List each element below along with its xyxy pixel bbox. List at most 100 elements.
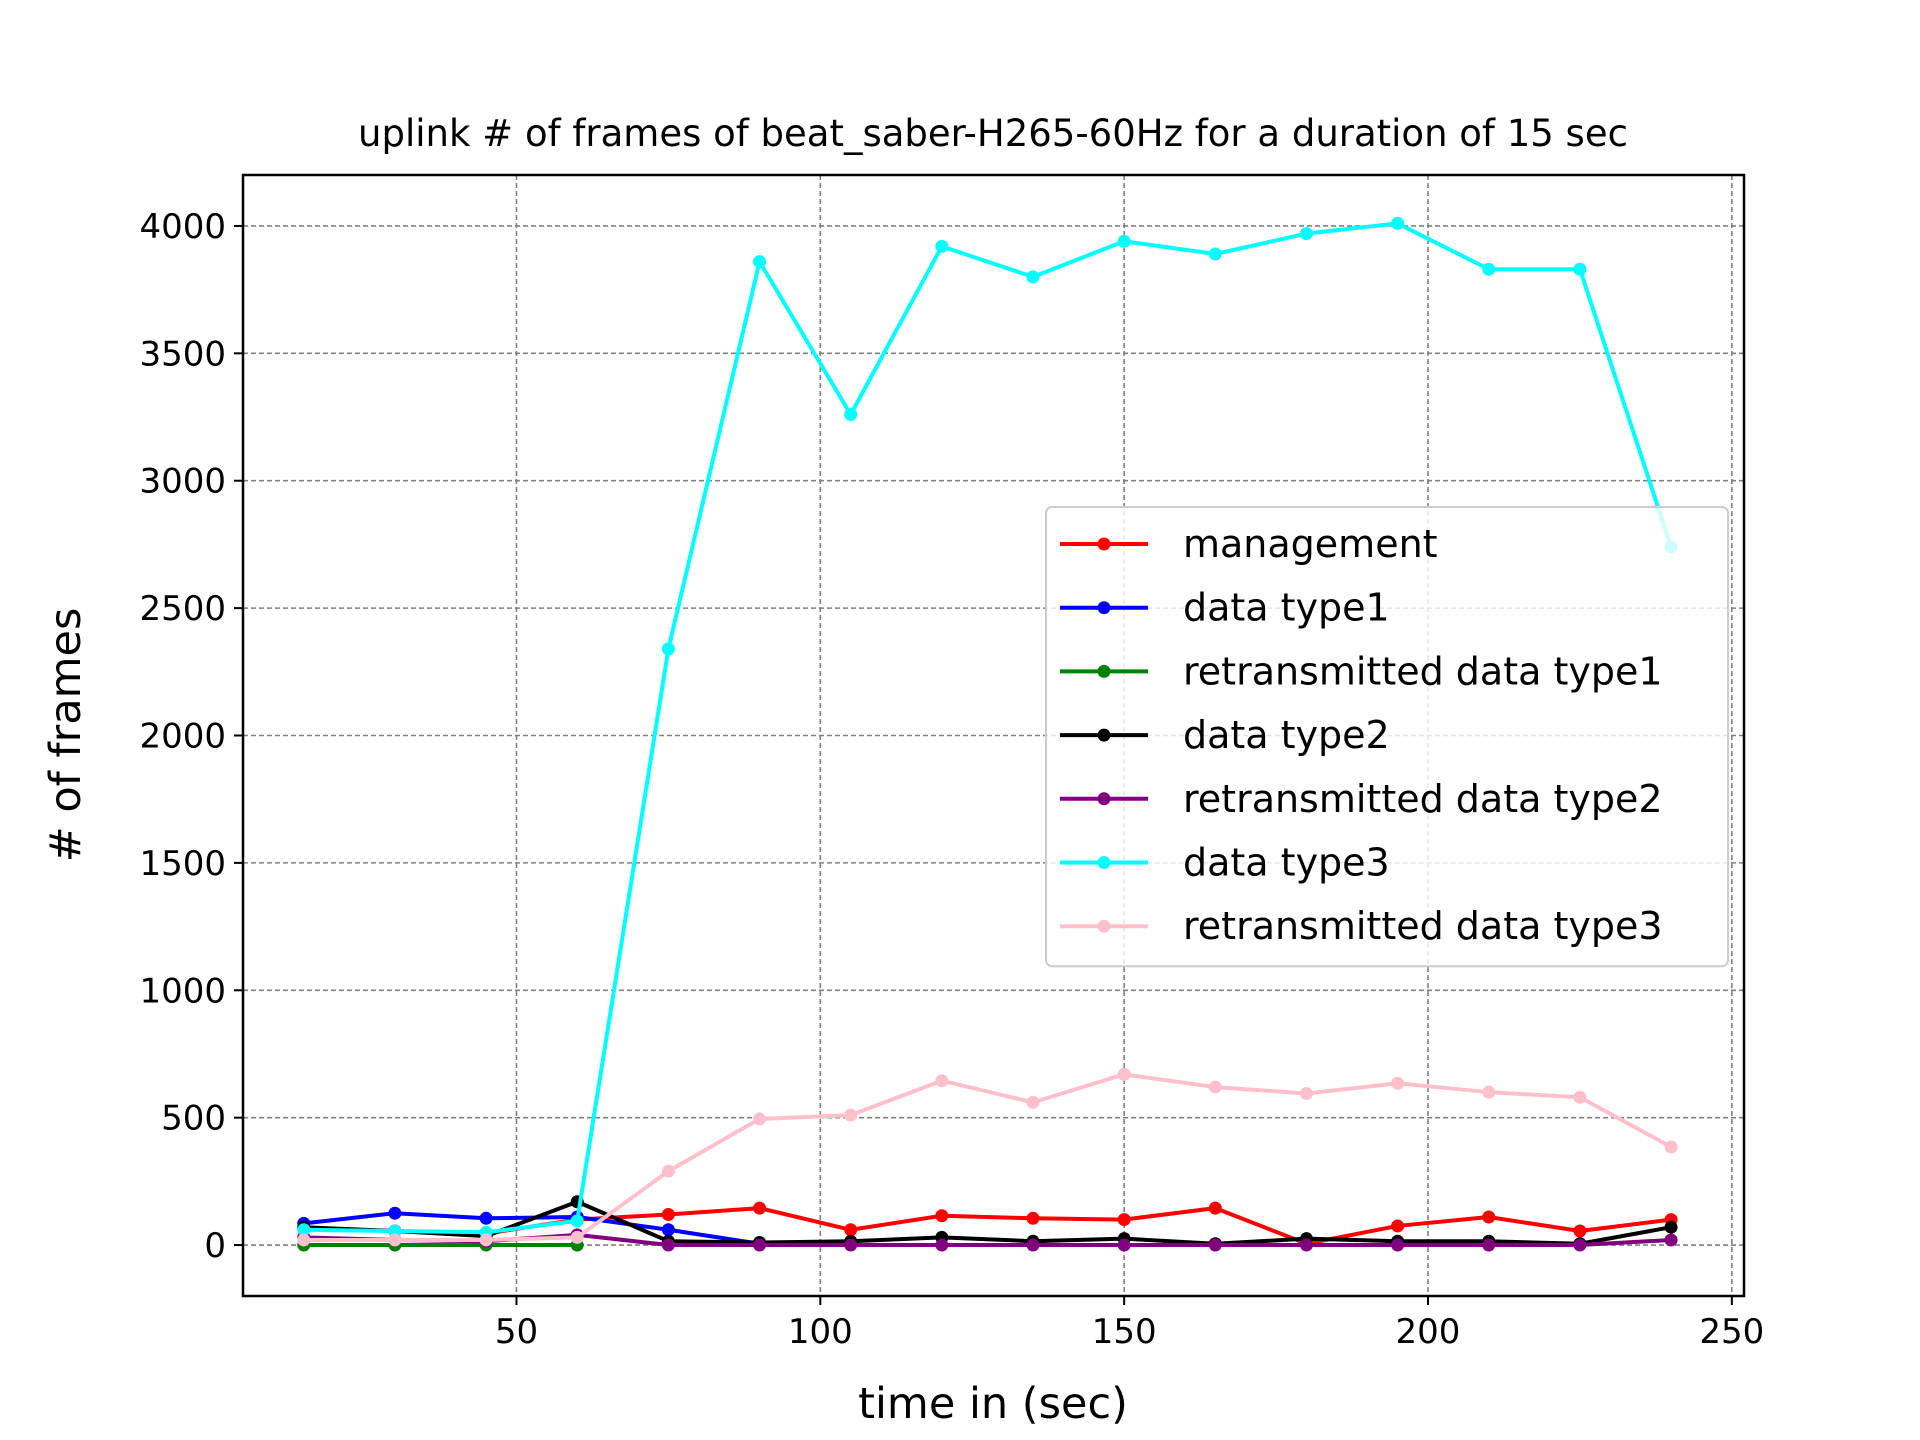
data-point — [753, 255, 767, 269]
legend: management data type1 retransmitted data t… — [1045, 506, 1729, 968]
data-point — [844, 1108, 858, 1122]
data-point — [1573, 1090, 1587, 1104]
x-tick-label: 200 — [1396, 1312, 1461, 1352]
legend-label: data type1 — [1183, 586, 1390, 630]
data-point — [1117, 234, 1131, 248]
data-point — [935, 1209, 949, 1223]
data-point — [1026, 1211, 1040, 1225]
data-point — [1573, 1224, 1587, 1238]
data-point — [1026, 1238, 1040, 1252]
legend-box — [1045, 506, 1729, 968]
data-point — [844, 1238, 858, 1252]
data-point — [1482, 1238, 1496, 1252]
legend-item: retransmitted data type3 — [1060, 904, 1663, 948]
data-point — [753, 1201, 767, 1215]
legend-items: management data type1 retransmitted data t… — [1060, 522, 1663, 948]
data-point — [844, 407, 858, 421]
y-tick-label: 500 — [161, 1099, 226, 1139]
data-point — [388, 1224, 402, 1238]
x-tick-label: 250 — [1699, 1312, 1764, 1352]
y-tick-label: 2000 — [139, 717, 226, 757]
data-point — [297, 1233, 311, 1247]
legend-swatch-marker — [1097, 728, 1111, 742]
data-point — [844, 1223, 858, 1237]
legend-swatch-marker — [1097, 919, 1111, 933]
y-axis-label: # of frames — [41, 608, 91, 863]
data-point — [1391, 1076, 1405, 1090]
y-tick-label: 0 — [204, 1226, 226, 1266]
data-point — [661, 642, 675, 656]
series-line — [303, 221, 1673, 1235]
data-point — [1208, 247, 1222, 261]
legend-swatch-marker — [1097, 664, 1111, 678]
y-tick-label: 3000 — [139, 462, 226, 502]
data-point — [388, 1233, 402, 1247]
data-point — [1117, 1238, 1131, 1252]
data-point — [661, 1164, 675, 1178]
data-point — [1482, 1085, 1496, 1099]
legend-label: retransmitted data type2 — [1183, 777, 1663, 821]
legend-label: data type2 — [1183, 713, 1390, 757]
data-point — [935, 1074, 949, 1088]
y-axis-ticks: 0 500 1000 1500 2000 2500 3000 3500 4000 — [139, 207, 243, 1266]
data-point — [1299, 1086, 1313, 1100]
data-point — [753, 1238, 767, 1252]
data-point — [1391, 1219, 1405, 1233]
legend-label: retransmitted data type3 — [1183, 904, 1663, 948]
data-point — [1208, 1238, 1222, 1252]
x-tick-label: 100 — [788, 1312, 853, 1352]
series-line — [303, 1199, 1672, 1246]
data-point — [661, 1238, 675, 1252]
data-point — [935, 239, 949, 253]
data-point — [1299, 227, 1313, 241]
legend-label: retransmitted data type1 — [1183, 649, 1663, 693]
legend-label: data type3 — [1183, 841, 1390, 885]
data-point — [1117, 1067, 1131, 1081]
data-point — [661, 1207, 675, 1221]
legend-item: data type3 — [1060, 841, 1390, 885]
data-point — [935, 1238, 949, 1252]
series-retransmitted-data-type3 — [297, 1067, 1678, 1247]
y-tick-label: 2500 — [139, 589, 226, 629]
data-point — [1026, 1095, 1040, 1109]
y-tick-label: 3500 — [139, 334, 226, 374]
data-point — [479, 1211, 493, 1225]
data-point — [1482, 1210, 1496, 1224]
data-point — [479, 1233, 493, 1247]
data-point — [1026, 270, 1040, 284]
data-point — [297, 1223, 311, 1237]
data-point — [1208, 1201, 1222, 1215]
data-point — [1208, 1080, 1222, 1094]
data-point — [1117, 1213, 1131, 1227]
data-point — [661, 1223, 675, 1237]
legend-item: retransmitted data type2 — [1060, 777, 1663, 821]
chart-title: uplink # of frames of beat_saber-H265-60… — [358, 112, 1628, 155]
data-point — [1664, 1233, 1678, 1247]
legend-item: management — [1060, 522, 1438, 566]
data-point — [1664, 1140, 1678, 1154]
y-tick-label: 4000 — [139, 207, 226, 247]
legend-item: retransmitted data type1 — [1060, 649, 1663, 693]
data-point — [570, 1230, 584, 1244]
x-tick-label: 50 — [495, 1312, 538, 1352]
series-layer — [297, 216, 1678, 1252]
y-tick-label: 1000 — [139, 971, 226, 1011]
data-point — [1573, 1238, 1587, 1252]
series-line — [303, 1072, 1673, 1242]
data-point — [753, 1112, 767, 1126]
legend-swatch-marker — [1097, 792, 1111, 806]
legend-item: data type1 — [1060, 586, 1390, 630]
data-point — [1391, 216, 1405, 230]
legend-item: data type2 — [1060, 713, 1390, 757]
legend-label: management — [1183, 522, 1438, 566]
data-point — [1482, 262, 1496, 276]
legend-swatch-marker — [1097, 601, 1111, 615]
legend-swatch-marker — [1097, 537, 1111, 551]
x-axis-ticks: 50 100 150 200 250 — [495, 1296, 1764, 1352]
data-point — [570, 1214, 584, 1228]
data-point — [1573, 262, 1587, 276]
data-point — [1299, 1238, 1313, 1252]
y-tick-label: 1500 — [139, 844, 226, 884]
data-point — [388, 1206, 402, 1220]
